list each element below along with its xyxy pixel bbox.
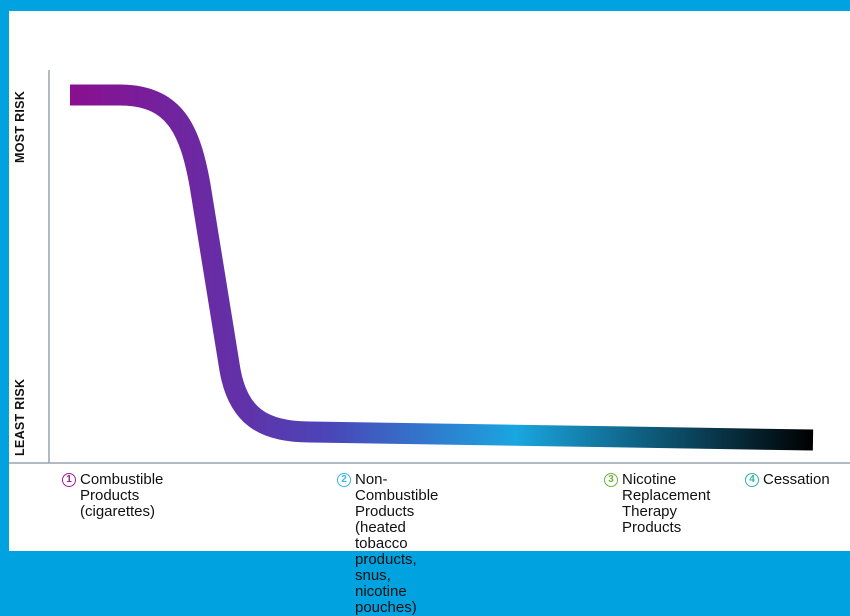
stage-2-label: Non-Combustible Products (heated tobacco…: [355, 471, 439, 616]
risk-curve-diagram: [9, 70, 850, 464]
most-risk-label: MOST RISK: [13, 90, 27, 163]
stage-1-label: Combustible Products (cigarettes): [80, 471, 164, 520]
least-risk-label: LEAST RISK: [13, 378, 27, 456]
risk-curve: [70, 84, 814, 451]
stage-2-number: 2: [337, 473, 351, 487]
stage-3-number: 3: [604, 473, 618, 487]
stage-3-label: Nicotine Replacement Therapy Products: [622, 471, 711, 536]
stage-4-label: Cessation: [763, 471, 830, 488]
stage-4-number: 4: [745, 473, 759, 487]
stage-1-number: 1: [62, 473, 76, 487]
